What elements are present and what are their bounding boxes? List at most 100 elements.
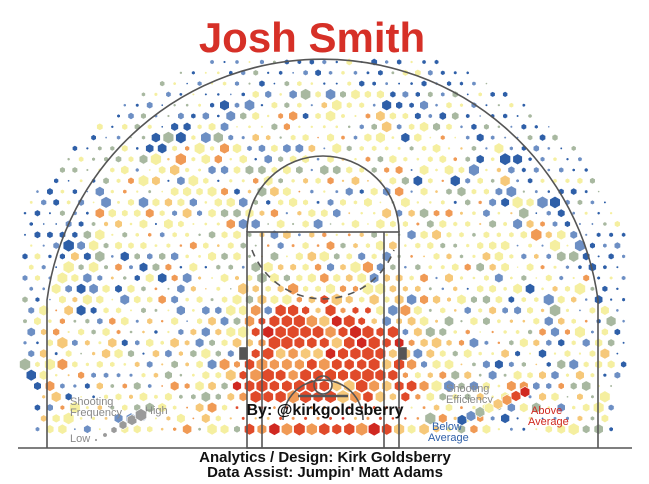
shot-hex xyxy=(146,101,154,110)
shot-hex xyxy=(333,252,341,261)
shot-hex xyxy=(309,405,314,410)
shot-hex xyxy=(272,405,277,410)
shot-hex xyxy=(110,254,115,259)
shot-hex xyxy=(527,156,533,162)
shot-hex xyxy=(549,303,561,318)
shot-hex xyxy=(518,207,530,220)
shot-hex xyxy=(576,392,584,401)
shot-hex xyxy=(389,219,397,229)
shot-hex xyxy=(97,404,103,411)
shot-hex xyxy=(425,391,435,402)
shot-hex xyxy=(115,306,122,315)
shot-hex xyxy=(172,81,177,86)
shot-hex xyxy=(247,254,252,259)
shot-hex xyxy=(588,306,596,315)
shot-hex xyxy=(363,132,373,143)
shot-hex xyxy=(288,110,298,122)
efficiency-scale-hexes xyxy=(456,386,531,426)
shot-hex xyxy=(40,328,48,336)
shot-hex xyxy=(402,220,409,228)
shot-hex xyxy=(197,167,202,173)
shot-hex xyxy=(178,393,184,400)
shot-hex xyxy=(570,187,578,196)
shot-hex xyxy=(322,81,327,86)
shot-hex xyxy=(372,102,377,108)
shot-hex xyxy=(96,274,103,282)
shot-hex xyxy=(66,199,72,206)
shot-hex xyxy=(50,390,62,403)
shot-hex xyxy=(346,144,353,152)
shot-hex xyxy=(533,296,540,303)
shot-hex xyxy=(133,208,142,218)
shot-hex xyxy=(615,351,619,356)
shot-hex xyxy=(438,327,447,337)
shot-hex xyxy=(244,379,255,393)
shot-hex xyxy=(202,111,210,121)
shot-hex xyxy=(376,89,385,100)
shot-hex xyxy=(178,92,183,97)
shot-hex xyxy=(305,314,318,328)
restricted-area xyxy=(282,379,364,421)
shot-hex xyxy=(396,123,403,131)
shot-hex xyxy=(88,239,99,252)
shot-hex xyxy=(512,369,523,381)
shot-hex xyxy=(59,188,65,195)
shot-hex xyxy=(370,252,378,261)
shot-hex xyxy=(353,199,358,206)
shot-hex xyxy=(321,231,328,238)
shot-hex xyxy=(538,327,547,337)
shot-hex xyxy=(425,326,436,338)
shot-hex xyxy=(552,156,558,162)
shot-hex xyxy=(139,241,148,250)
shot-hex xyxy=(227,263,234,271)
shot-hex xyxy=(254,416,258,421)
shot-hex xyxy=(427,69,434,77)
shot-hex xyxy=(565,372,570,378)
shot-hex xyxy=(46,187,54,196)
shot-hex xyxy=(110,297,114,302)
shot-hex xyxy=(19,357,31,372)
shot-hex xyxy=(421,145,427,152)
shot-hex xyxy=(494,187,503,197)
shot-hex xyxy=(353,416,358,421)
shot-hex xyxy=(129,221,133,227)
shot-hex xyxy=(509,318,514,324)
shot-hex xyxy=(169,337,180,349)
shot-hex xyxy=(204,287,208,291)
shot-hex xyxy=(451,111,460,121)
shot-hex xyxy=(202,176,210,185)
shot-hex xyxy=(170,359,179,369)
shot-hex xyxy=(389,263,397,271)
shot-hex xyxy=(459,210,464,216)
shot-hex xyxy=(502,91,509,98)
shot-hex xyxy=(219,142,230,155)
shot-hex xyxy=(341,416,345,421)
efficiency-legend-hex xyxy=(483,402,495,414)
shot-hex xyxy=(527,242,533,249)
shot-hex xyxy=(335,232,339,237)
shot-hex xyxy=(220,315,229,327)
shot-hex xyxy=(109,383,115,389)
shot-hex xyxy=(565,415,570,421)
shot-hex xyxy=(297,189,301,194)
shot-hex xyxy=(538,391,547,402)
efficiency-above-label-2: Average xyxy=(528,416,569,428)
shot-hex xyxy=(343,379,356,393)
shot-hex xyxy=(407,208,416,218)
shot-hex xyxy=(318,250,330,263)
frequency-legend-hex xyxy=(118,420,128,430)
shot-hex xyxy=(384,59,389,65)
shot-hex xyxy=(203,221,208,227)
shot-hex xyxy=(303,416,308,421)
shot-hex xyxy=(490,134,496,141)
shot-hex xyxy=(608,426,614,433)
shot-hex xyxy=(471,253,477,259)
shot-hex xyxy=(294,143,304,154)
shot-hex xyxy=(607,252,615,261)
shot-hex xyxy=(220,208,229,219)
shot-hex xyxy=(196,295,204,304)
shot-hex xyxy=(347,124,352,129)
shot-hex xyxy=(408,274,415,282)
shot-hex xyxy=(277,263,285,272)
shot-hex xyxy=(509,211,514,216)
